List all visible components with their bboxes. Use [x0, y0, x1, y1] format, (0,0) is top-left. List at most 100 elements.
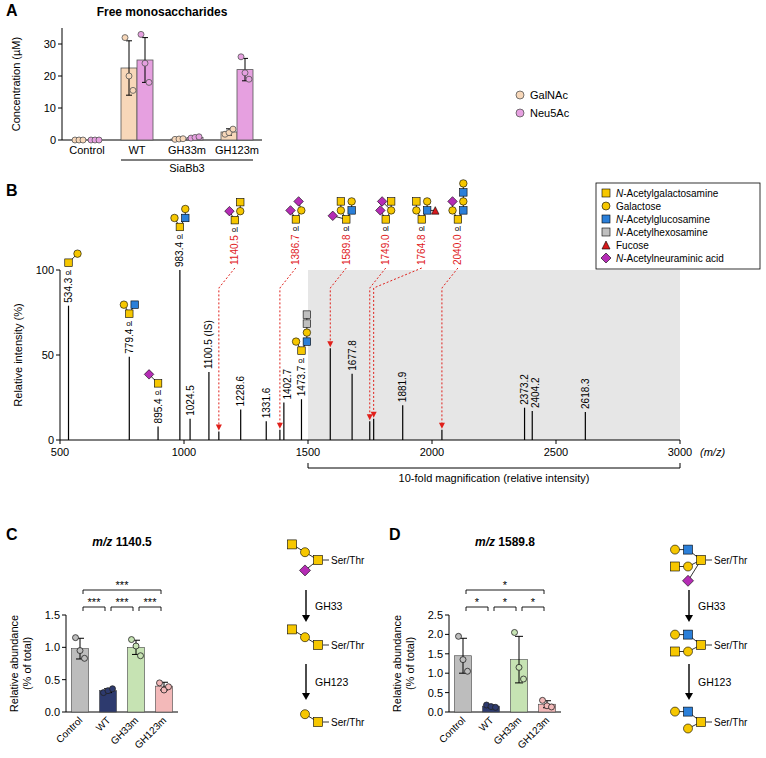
tick	[58, 108, 62, 109]
glycan-residue	[601, 253, 611, 263]
tick-label: 100	[36, 264, 54, 276]
tick	[308, 440, 309, 444]
glycan-residue	[292, 338, 300, 346]
arrowhead	[216, 425, 222, 431]
glycan-residue	[423, 198, 431, 206]
leader-line	[330, 268, 346, 342]
glycan-residue	[298, 347, 306, 355]
point	[540, 697, 546, 703]
tick-label: 0.5	[428, 687, 443, 699]
glycan-residue	[303, 320, 311, 328]
group-bracket	[121, 160, 253, 161]
point	[230, 126, 236, 132]
point	[73, 635, 79, 641]
significance-bracket	[522, 607, 544, 611]
site-label: Ser/Thr	[331, 640, 365, 651]
point	[142, 60, 148, 66]
step-label: GH33	[315, 600, 343, 612]
glycan-residue	[328, 211, 338, 221]
point	[238, 54, 244, 60]
chart-title: Free monosaccharides	[97, 5, 228, 19]
glycan-link	[706, 645, 712, 646]
reducing-end-label: ol	[455, 224, 461, 233]
panel-letter: C	[6, 526, 18, 543]
reducing-end-label: ol	[293, 224, 299, 233]
error-bar	[515, 636, 523, 683]
text-part: m/z	[92, 535, 112, 549]
point	[521, 676, 527, 682]
glycan	[671, 545, 706, 586]
error-bar	[142, 38, 148, 83]
tick-label: 2500	[544, 446, 568, 458]
arrowhead	[302, 693, 310, 700]
glycan	[288, 540, 323, 576]
error-cap	[515, 682, 523, 683]
glycan-residue	[382, 216, 390, 224]
point	[166, 684, 172, 690]
tick-label: 500	[51, 446, 69, 458]
reducing-end-label: ol	[155, 388, 161, 397]
glycan-residue	[126, 310, 134, 318]
error-line	[129, 41, 130, 95]
glycan-residue	[602, 241, 610, 249]
tick	[556, 440, 557, 444]
tick-label: 0	[48, 434, 54, 446]
reducing-end-label: ol	[419, 224, 425, 233]
legend-label: Galactose	[616, 201, 661, 212]
peak	[129, 357, 130, 440]
tick	[184, 440, 185, 444]
glycan-residue	[602, 215, 610, 223]
tick	[56, 440, 60, 441]
point	[456, 633, 462, 639]
data-area	[72, 31, 253, 143]
arrow	[688, 590, 689, 617]
panel-2: m/z 1140.5Relative abundance(% of total)…	[8, 535, 365, 751]
point	[196, 134, 202, 140]
glycan	[448, 180, 467, 224]
peak	[369, 421, 370, 440]
glycan-residue	[376, 206, 386, 216]
peak	[283, 403, 284, 440]
tick-label: 50	[42, 349, 54, 361]
point	[465, 668, 471, 674]
axis-title: Relative abundance(% of total)	[8, 615, 33, 712]
glycan	[171, 205, 189, 231]
reducing-end-label: ol	[177, 232, 183, 241]
peak-label: 1402.7	[282, 369, 293, 400]
glycan-residue	[348, 207, 356, 215]
text-part: -Acetylneuraminic acid	[623, 253, 724, 264]
glycan	[120, 301, 138, 318]
glycan-residue	[413, 198, 421, 206]
category-label: GH123m	[132, 715, 168, 751]
glycan-residue	[387, 198, 395, 206]
figure: ABCDFree monosaccharidesConcentration (µ…	[0, 0, 766, 758]
point	[122, 35, 128, 41]
category-label: WT	[477, 715, 496, 734]
peak-label: 895.4	[153, 398, 164, 423]
glycan-residue	[144, 370, 154, 380]
axis-title: Relative intensity (%)	[12, 303, 24, 406]
glycan-residue	[292, 216, 300, 224]
tick-label: 0.5	[45, 674, 60, 686]
point	[146, 79, 152, 85]
panel-letter: B	[6, 182, 18, 199]
legend-label: GalNAc	[530, 89, 568, 101]
glycan-residue	[683, 575, 694, 586]
glycan-residue	[387, 207, 395, 215]
significance-label: *	[503, 596, 508, 608]
peak	[373, 419, 374, 440]
glycan-residue	[684, 707, 693, 716]
glycan	[376, 197, 395, 224]
glycan-residue	[697, 641, 706, 650]
text-part: 1589.8	[495, 535, 535, 549]
glycan-residue	[684, 562, 693, 571]
tick-label: 10	[44, 102, 56, 114]
tick	[60, 440, 61, 444]
glycan-residue	[418, 216, 426, 224]
error-bar	[459, 638, 467, 673]
step-label: GH33	[698, 600, 726, 612]
glycan-residue	[448, 197, 458, 207]
glycan-residue	[300, 565, 311, 576]
peak	[301, 399, 302, 440]
glycan-residue	[337, 207, 345, 215]
